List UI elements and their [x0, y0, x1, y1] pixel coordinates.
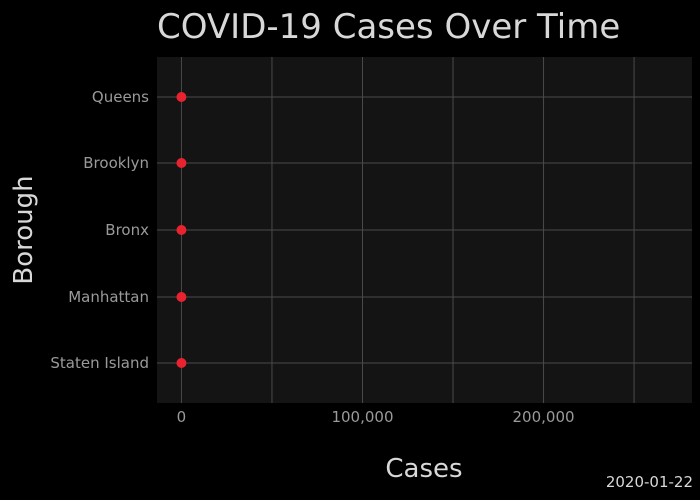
- y-tick-label: Brooklyn: [83, 154, 149, 172]
- data-point: [176, 292, 187, 302]
- data-point: [176, 158, 187, 168]
- data-point: [176, 358, 187, 368]
- data-point: [176, 225, 187, 235]
- y-axis-title: Borough: [9, 175, 39, 284]
- animation-frame-label: 2020-01-22: [606, 473, 693, 491]
- y-tick-label: Queens: [92, 88, 149, 106]
- y-tick-label: Staten Island: [50, 354, 149, 372]
- data-point: [176, 92, 187, 102]
- x-tick-label: 100,000: [331, 408, 393, 426]
- x-tick-labels: 0 100,000 200,000: [177, 408, 575, 426]
- x-tick-label: 0: [177, 408, 187, 426]
- y-tick-label: Manhattan: [68, 288, 149, 306]
- data-markers: [176, 92, 187, 368]
- x-axis-title: Cases: [385, 454, 462, 484]
- y-tick-label: Bronx: [105, 221, 149, 239]
- y-tick-labels: Queens Brooklyn Bronx Manhattan Staten Islan…: [50, 88, 149, 372]
- x-tick-label: 200,000: [513, 408, 575, 426]
- chart-title: COVID-19 Cases Over Time: [157, 7, 620, 47]
- gridlines: [157, 57, 692, 403]
